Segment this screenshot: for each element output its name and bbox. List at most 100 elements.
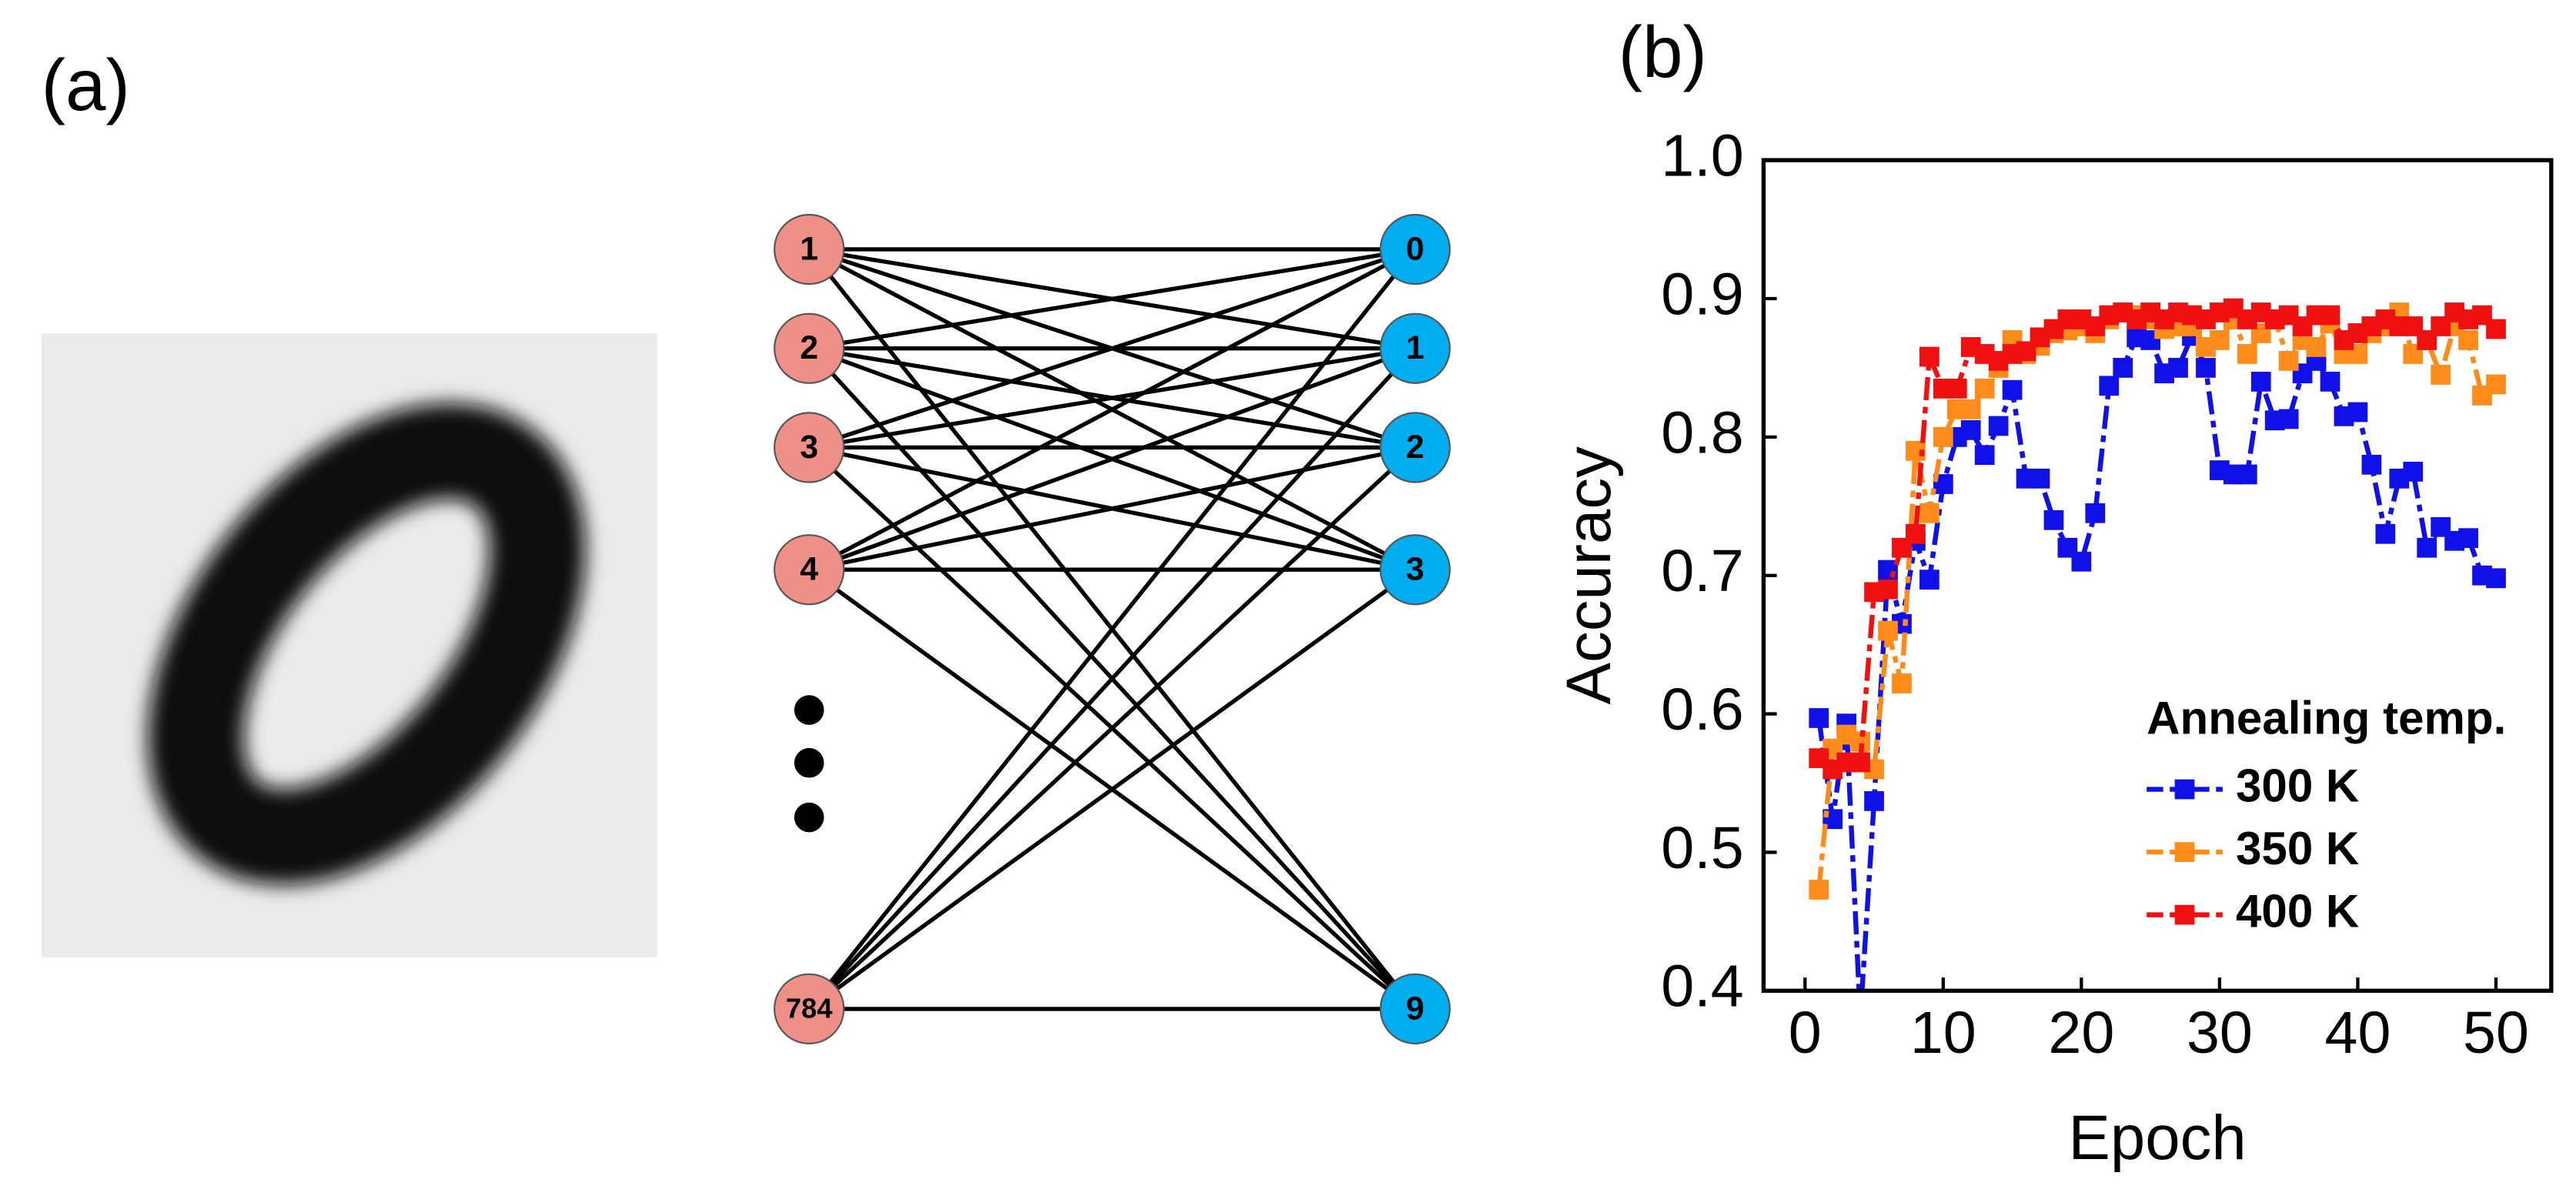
marker [2306, 337, 2327, 357]
y-tick-label: 0.9 [1661, 261, 1743, 327]
digit-image [41, 333, 657, 958]
input-label: 2 [800, 329, 818, 366]
marker [2237, 344, 2257, 364]
marker [1933, 426, 1953, 447]
marker [2486, 374, 2506, 395]
marker [1988, 416, 2009, 436]
marker [2043, 509, 2064, 530]
marker [1809, 708, 1829, 728]
x-axis-label: Epoch [2069, 1103, 2247, 1173]
marker [2250, 372, 2271, 392]
x-tick-label: 40 [2325, 1000, 2391, 1066]
marker [2071, 551, 2092, 572]
y-tick-label: 0.8 [1661, 399, 1743, 466]
edge [807, 446, 1417, 1011]
digit-stroke [148, 403, 586, 885]
edge [807, 248, 1417, 1011]
panel-label: (a) [42, 45, 130, 126]
marker [1864, 791, 1884, 811]
output-node [1379, 213, 1451, 286]
output-node [1379, 312, 1451, 384]
legend-label: 350 K [2236, 823, 2359, 874]
marker [1974, 379, 1995, 399]
marker [2030, 468, 2050, 489]
marker [1946, 379, 1967, 399]
marker [1878, 620, 1898, 641]
marker [2320, 372, 2340, 392]
x-tick-label: 10 [1910, 1000, 1976, 1066]
legend-marker [2174, 842, 2195, 862]
network: 1 2 3 4 784 0 1 2 3 9 [773, 213, 1451, 1045]
marker [2099, 376, 2120, 396]
x-tick-label: 50 [2463, 1000, 2529, 1066]
edge [808, 247, 1416, 351]
marker [2196, 358, 2216, 378]
legend-title: Annealing temp. [2147, 692, 2506, 743]
input-node [773, 534, 845, 606]
y-tick-label: 0.5 [1661, 815, 1743, 881]
marker [1919, 346, 1940, 367]
marker [2375, 523, 2396, 544]
marker [1892, 673, 1912, 693]
input-label: 3 [800, 429, 818, 466]
legend-label: 400 K [2236, 885, 2359, 937]
y-tick-label: 0.7 [1661, 538, 1743, 604]
x-tick-label: 20 [2048, 1000, 2114, 1066]
output-label: 0 [1406, 230, 1425, 267]
marker [1809, 880, 1829, 900]
input-node [773, 412, 845, 483]
marker [1919, 503, 1940, 523]
output-node [1379, 534, 1451, 606]
marker [2486, 319, 2506, 339]
edge [808, 247, 1416, 449]
marker [2278, 351, 2299, 371]
marker [1960, 419, 1981, 440]
edge [807, 346, 1417, 1011]
output-label: 9 [1406, 990, 1425, 1027]
marker [1878, 579, 1898, 600]
series-group [1809, 298, 2506, 1028]
legend-marker [2174, 904, 2195, 925]
output-node [1379, 412, 1451, 483]
marker [2417, 537, 2437, 558]
marker [1850, 752, 1870, 773]
marker [2347, 402, 2368, 423]
plot: 0.4 0.5 0.6 0.7 0.8 0.9 1.0 0 10 20 30 40 50 Epoch Acc… [1554, 123, 2554, 1173]
input-node [773, 312, 845, 384]
output-node [1379, 973, 1451, 1045]
marker [2458, 528, 2478, 549]
marker [1919, 570, 1940, 590]
marker [1850, 1008, 1870, 1028]
output-label: 1 [1406, 329, 1425, 366]
input-label: 1 [800, 230, 818, 267]
marker [2210, 330, 2230, 350]
y-tick-label: 0.4 [1661, 954, 1743, 1020]
marker [2237, 464, 2257, 485]
marker [2113, 358, 2133, 378]
marker [1974, 445, 1995, 466]
legend-label: 300 K [2236, 760, 2359, 811]
input-node [773, 213, 845, 286]
marker [2361, 454, 2382, 475]
ellipsis-dot [794, 802, 824, 833]
marker [2278, 409, 2299, 429]
marker [1906, 523, 1926, 544]
ellipsis-dot [794, 695, 824, 725]
output-label: 3 [1406, 551, 1425, 588]
edge [808, 247, 1416, 572]
marker [2002, 379, 2023, 400]
input-label: 784 [786, 993, 834, 1024]
edge [807, 568, 1417, 1011]
edge [808, 346, 1416, 450]
output-label: 2 [1406, 429, 1425, 466]
y-tick-label: 0.6 [1661, 677, 1743, 743]
marker [2486, 568, 2506, 589]
plot-frame [1761, 158, 2554, 993]
input-label: 4 [800, 551, 818, 588]
marker [2431, 365, 2451, 385]
y-tick-label: 1.0 [1661, 123, 1743, 189]
x-tick-label: 0 [1789, 1000, 1822, 1066]
series-line [1816, 308, 2498, 890]
